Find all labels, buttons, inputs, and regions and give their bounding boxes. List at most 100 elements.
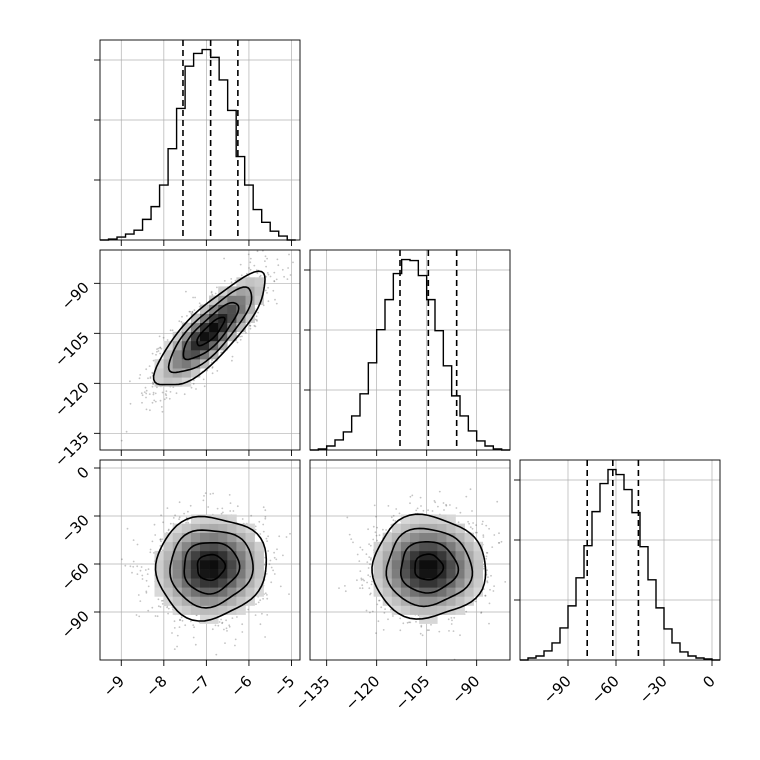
scatter-point (371, 610, 374, 613)
scatter-point (159, 347, 162, 349)
density-cell (181, 569, 192, 579)
contour-level-2 (167, 286, 253, 374)
panel-content (120, 250, 300, 442)
scatter-point (189, 504, 192, 507)
scatter-point (267, 550, 270, 552)
scatter-point (453, 616, 456, 619)
x-tick-label-1: −135 (292, 672, 334, 714)
scatter-point (469, 526, 472, 529)
scatter-point (125, 430, 128, 433)
histogram-step (310, 258, 510, 451)
scatter-point (482, 567, 485, 570)
scatter-point (434, 501, 437, 504)
scatter-point (266, 257, 268, 260)
y-tick-label: −60 (58, 559, 93, 594)
scatter-point (514, 589, 516, 591)
contour-level-3 (371, 513, 487, 620)
density-cell (209, 605, 219, 615)
density-cell (391, 523, 402, 533)
density-cell (227, 532, 237, 543)
scatter-point (459, 511, 462, 514)
density-cell (464, 532, 474, 543)
scatter-point (229, 502, 232, 504)
density-cell (428, 578, 438, 588)
scatter-point (145, 408, 148, 411)
scatter-point (147, 568, 150, 570)
scatter-point (178, 516, 181, 519)
scatter-point (448, 630, 450, 632)
scatter-point (452, 630, 455, 632)
scatter-point (178, 518, 181, 521)
density-cell (181, 350, 192, 360)
scatter-point (230, 281, 233, 284)
scatter-point (159, 352, 162, 355)
scatter-point (272, 569, 274, 572)
scatter-point (254, 525, 257, 528)
scatter-point (249, 261, 252, 264)
density-cell (245, 569, 255, 579)
density-cell (163, 596, 173, 606)
density-cell (181, 541, 192, 552)
scatter-point (165, 394, 168, 397)
scatter-point (160, 540, 162, 543)
density-cell (218, 523, 228, 533)
density-cell (154, 560, 164, 570)
scatter-point (241, 631, 244, 633)
density-cell (236, 578, 246, 588)
scatter-point (399, 629, 402, 632)
scatter-point (212, 492, 215, 495)
density-cell (446, 569, 456, 579)
scatter-point (220, 351, 222, 354)
scatter-point (455, 507, 458, 509)
density-cell (419, 596, 429, 606)
scatter-point (241, 518, 244, 520)
density-cell (428, 560, 438, 570)
density-cell (391, 587, 402, 597)
scatter-point (229, 510, 232, 512)
scatter-point (202, 499, 205, 502)
density-cell (428, 569, 438, 579)
density-cell (254, 587, 264, 597)
density-cell (163, 532, 173, 543)
scatter-point (231, 359, 233, 362)
scatter-point (167, 528, 170, 531)
scatter-point (420, 624, 423, 627)
scatter-point (140, 566, 143, 568)
panel-frame (309, 459, 511, 661)
scatter-point (129, 402, 132, 405)
contour-level-0 (414, 553, 445, 581)
scatter-point (369, 563, 371, 566)
density-cell (172, 596, 183, 606)
scatter-point (249, 327, 252, 330)
density-cell (455, 569, 465, 579)
density-cell (437, 532, 447, 543)
density-cell (181, 359, 192, 369)
scatter-point (411, 494, 414, 497)
scatter-point (253, 264, 256, 267)
scatter-point (399, 617, 402, 620)
density-cell (218, 541, 228, 552)
density-cell (400, 569, 411, 579)
density-cell (200, 523, 210, 533)
density-cell (218, 514, 228, 524)
x-tick-label-0: −8 (142, 672, 170, 700)
scatter-point (180, 616, 183, 619)
scatter-point (159, 538, 162, 541)
density-cell (163, 569, 173, 579)
density-cell (190, 514, 201, 524)
scatter-point (267, 300, 270, 303)
scatter-point (223, 280, 226, 282)
scatter-point (149, 377, 152, 379)
scatter-point (372, 538, 375, 541)
scatter-point (482, 536, 485, 538)
density-cell (163, 560, 173, 570)
scatter-point (266, 594, 268, 596)
scatter-point (159, 538, 162, 541)
density-cell (254, 560, 264, 570)
scatter-point (156, 615, 159, 618)
scatter-point (168, 397, 171, 400)
scatter-point (239, 335, 242, 338)
scatter-point (465, 610, 468, 613)
scatter-point (231, 355, 234, 358)
density-cell (419, 605, 429, 615)
